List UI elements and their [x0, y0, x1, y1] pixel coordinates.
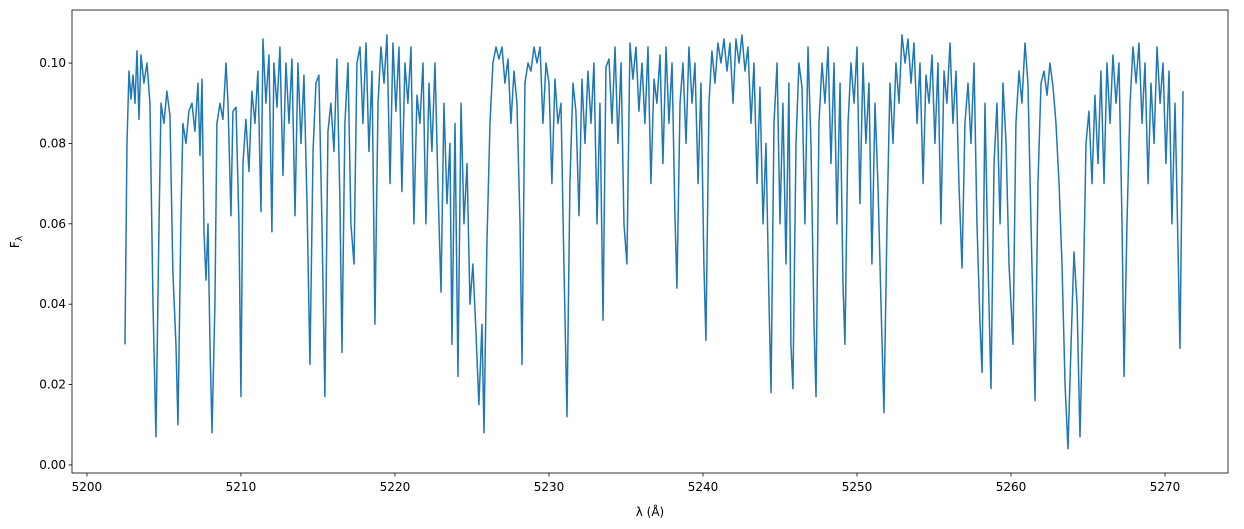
- y-axis-label-subscript: λ: [15, 235, 25, 241]
- x-tick-label: 5270: [1150, 480, 1181, 494]
- x-tick-label: 5220: [380, 480, 411, 494]
- y-tick-label: 0.04: [39, 297, 66, 311]
- y-tick-label: 0.10: [39, 56, 66, 70]
- x-tick-label: 5230: [534, 480, 565, 494]
- x-tick-label: 5250: [842, 480, 873, 494]
- y-tick-label: 0.02: [39, 378, 66, 392]
- plot-frame: [71, 9, 1229, 474]
- x-tick-label: 5210: [226, 480, 257, 494]
- y-axis-label-base: F: [8, 241, 22, 248]
- x-tick-label: 5200: [72, 480, 103, 494]
- y-axis-label: Fλ: [8, 235, 25, 248]
- x-axis-label: λ (Å): [636, 504, 665, 519]
- y-tick-label: 0.00: [39, 458, 66, 472]
- x-tick-label: 5260: [996, 480, 1027, 494]
- y-tick-label: 0.08: [39, 136, 66, 150]
- y-tick-label: 0.06: [39, 217, 66, 231]
- x-tick-label: 5240: [688, 480, 719, 494]
- spectrum-line: [124, 34, 1184, 450]
